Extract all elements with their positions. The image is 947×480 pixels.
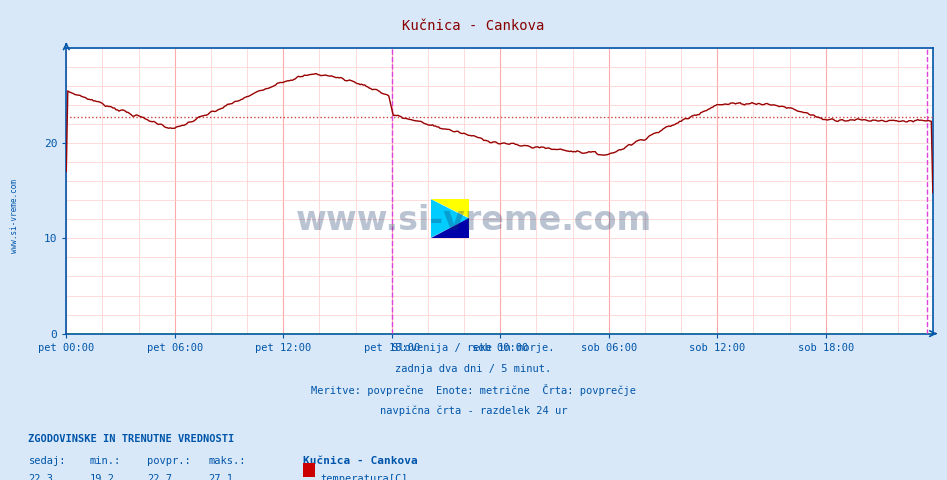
Text: Slovenija / reke in morje.: Slovenija / reke in morje. [392, 343, 555, 353]
Text: zadnja dva dni / 5 minut.: zadnja dva dni / 5 minut. [396, 364, 551, 374]
Text: www.si-vreme.com: www.si-vreme.com [9, 179, 19, 253]
Polygon shape [431, 218, 469, 238]
Text: 19,2: 19,2 [90, 474, 115, 480]
Text: 27,1: 27,1 [208, 474, 233, 480]
Text: Meritve: povprečne  Enote: metrične  Črta: povprečje: Meritve: povprečne Enote: metrične Črta:… [311, 384, 636, 396]
Text: 22,7: 22,7 [147, 474, 171, 480]
Text: min.:: min.: [90, 456, 121, 466]
Text: Kučnica - Cankova: Kučnica - Cankova [402, 19, 545, 33]
Polygon shape [431, 199, 469, 238]
Text: navpična črta - razdelek 24 ur: navpična črta - razdelek 24 ur [380, 405, 567, 416]
Text: www.si-vreme.com: www.si-vreme.com [295, 204, 652, 237]
Text: temperatura[C]: temperatura[C] [320, 474, 407, 480]
Polygon shape [431, 199, 469, 218]
Text: 22,3: 22,3 [28, 474, 53, 480]
Text: Kučnica - Cankova: Kučnica - Cankova [303, 456, 418, 466]
Text: maks.:: maks.: [208, 456, 246, 466]
Text: povpr.:: povpr.: [147, 456, 190, 466]
Text: sedaj:: sedaj: [28, 456, 66, 466]
Text: ZGODOVINSKE IN TRENUTNE VREDNOSTI: ZGODOVINSKE IN TRENUTNE VREDNOSTI [28, 434, 235, 444]
